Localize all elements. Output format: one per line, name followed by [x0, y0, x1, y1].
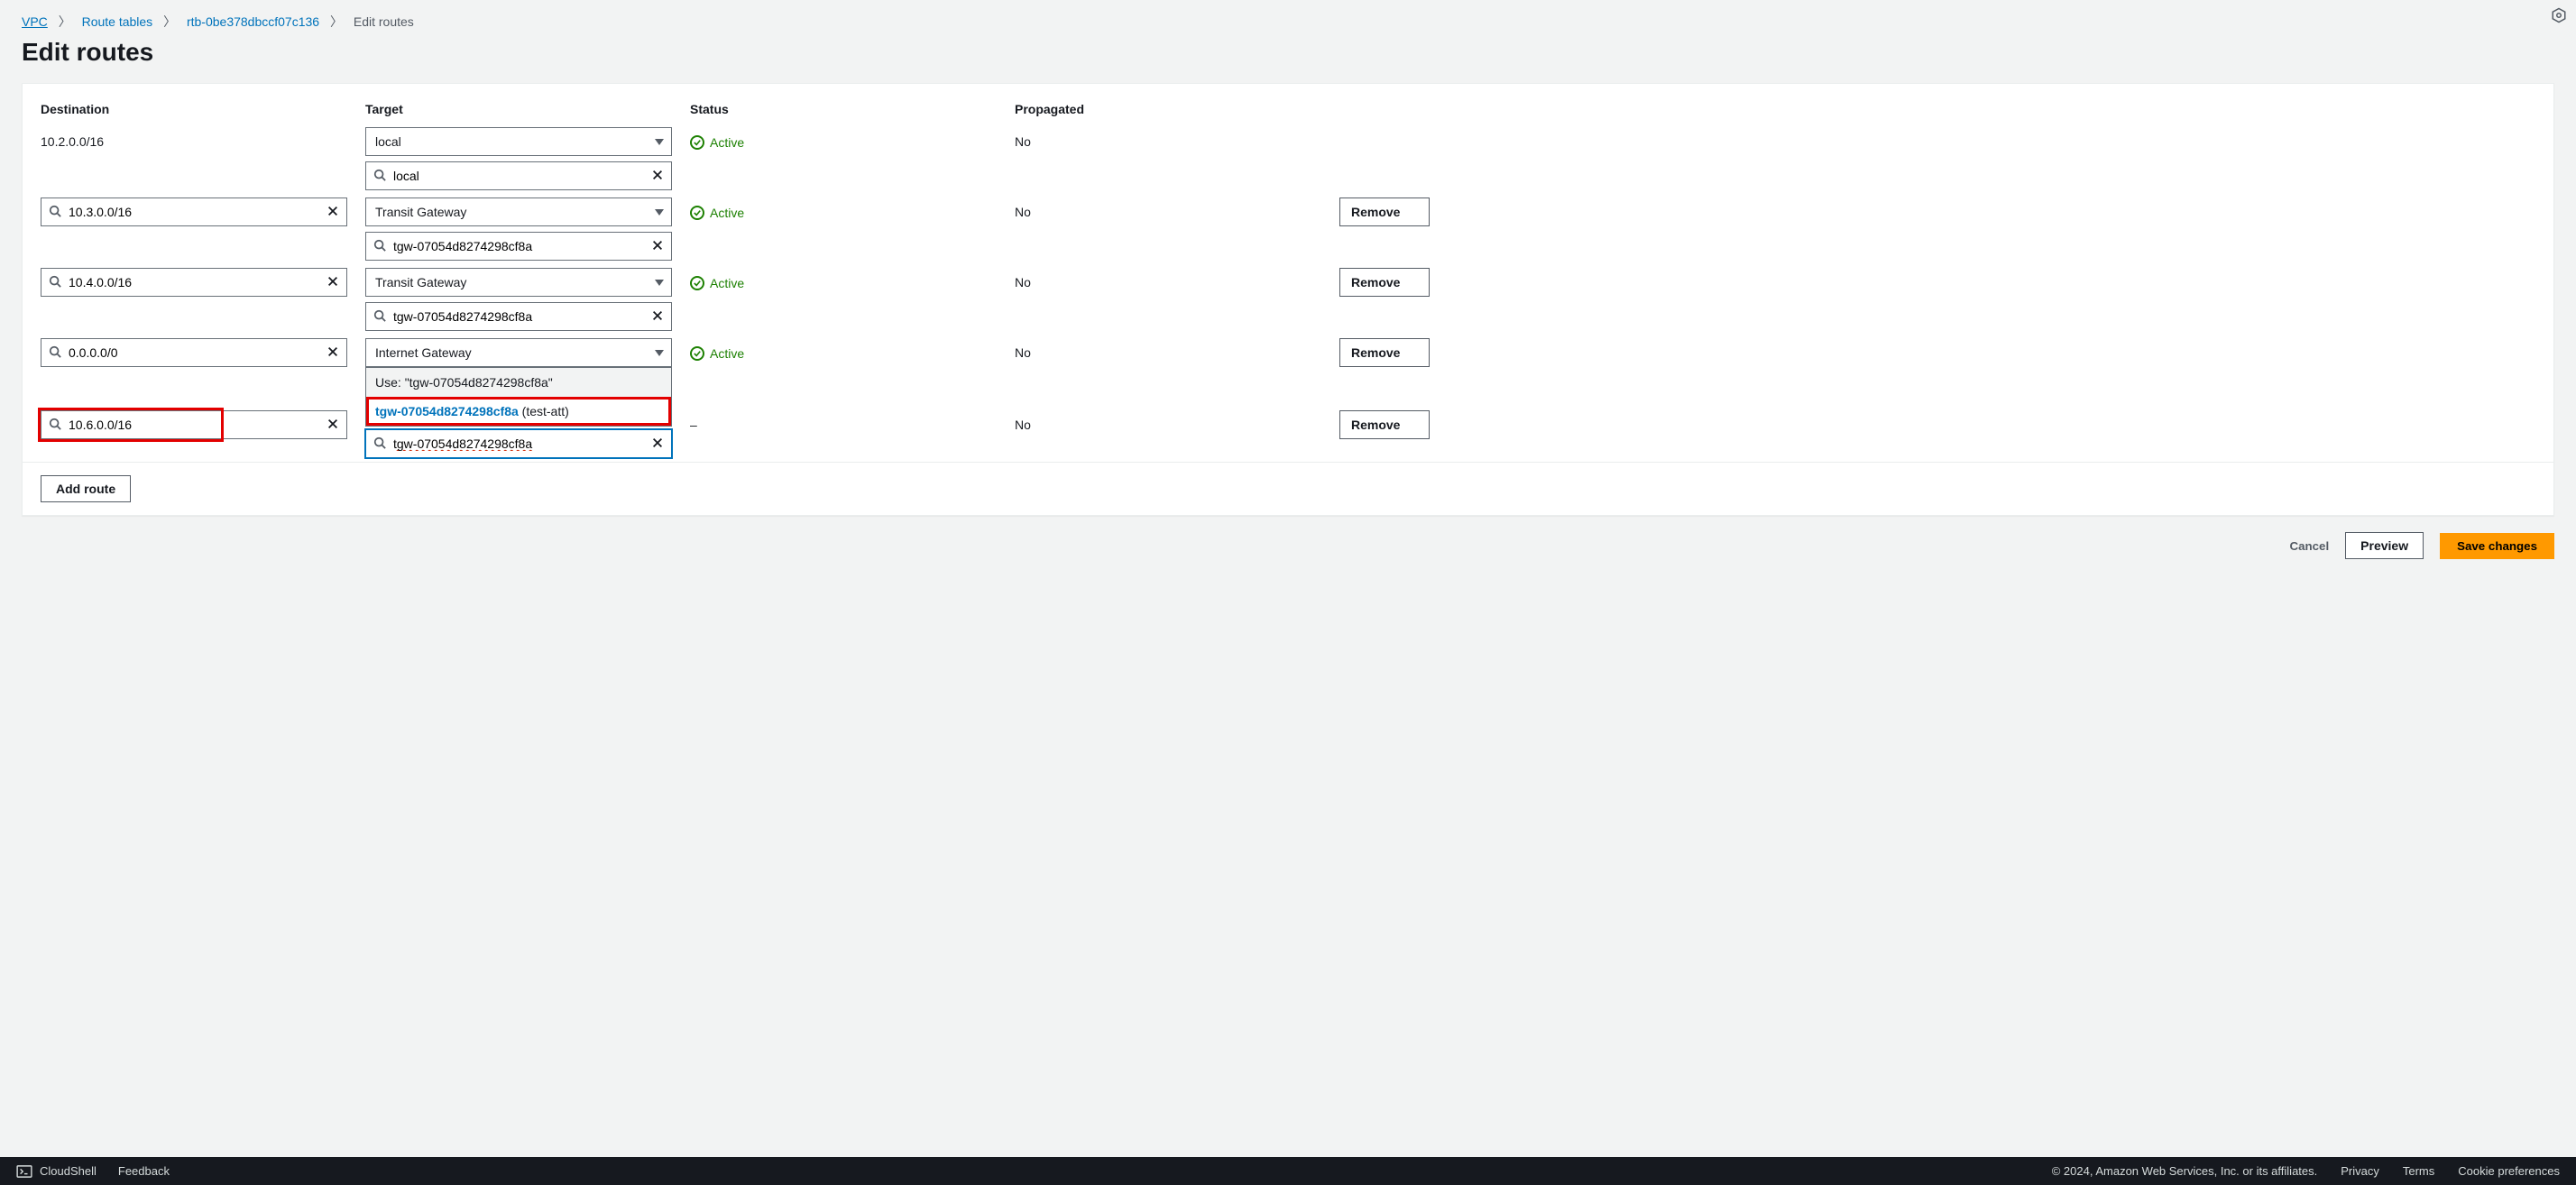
- propagated-value: No: [1015, 268, 1339, 289]
- chevron-down-icon: [655, 350, 664, 356]
- destination-value: 10.2.0.0/16: [41, 127, 365, 149]
- search-icon: [49, 345, 61, 361]
- destination-input[interactable]: [41, 268, 347, 297]
- preview-button[interactable]: Preview: [2345, 532, 2424, 559]
- destination-input[interactable]: [41, 198, 347, 226]
- destination-field[interactable]: [69, 205, 323, 219]
- cloudshell-button[interactable]: CloudShell: [16, 1164, 97, 1178]
- col-propagated: Propagated: [1015, 102, 1339, 116]
- target-select[interactable]: Transit Gateway: [365, 268, 672, 297]
- page-title: Edit routes: [0, 34, 2576, 83]
- target-select-value: Transit Gateway: [375, 275, 466, 289]
- remove-button[interactable]: Remove: [1339, 268, 1430, 297]
- table-row: Internet Gateway Use: "tgw-07054d8274298…: [23, 335, 2553, 371]
- table-row: Transit Gateway Active: [23, 194, 2553, 264]
- chevron-down-icon: [655, 280, 664, 286]
- target-search-input[interactable]: [393, 239, 648, 253]
- routes-panel: Destination Target Status Propagated 10.…: [22, 83, 2554, 516]
- breadcrumbs: VPC 〉 Route tables 〉 rtb-0be378dbccf07c1…: [0, 0, 2576, 34]
- col-status: Status: [690, 102, 1015, 116]
- status-badge: Active: [690, 206, 744, 220]
- target-dropdown: Use: "tgw-07054d8274298cf8a" tgw-07054d8…: [365, 367, 672, 427]
- status-empty: –: [690, 410, 1015, 432]
- target-search-input[interactable]: [393, 436, 648, 451]
- dropdown-option-selected[interactable]: tgw-07054d8274298cf8a (test-att): [366, 397, 671, 426]
- search-icon: [373, 239, 386, 254]
- status-badge: Active: [690, 276, 744, 290]
- breadcrumb-rtb-id[interactable]: rtb-0be378dbccf07c136: [187, 14, 319, 29]
- destination-field[interactable]: [69, 275, 323, 289]
- target-select-value: Internet Gateway: [375, 345, 472, 360]
- bottom-bar: CloudShell Feedback © 2024, Amazon Web S…: [0, 1157, 2576, 1185]
- table-row: 10.2.0.0/16 local: [23, 127, 2553, 194]
- actions-bar: Cancel Preview Save changes: [0, 532, 2576, 579]
- breadcrumb-route-tables[interactable]: Route tables: [82, 14, 153, 29]
- privacy-link[interactable]: Privacy: [2341, 1164, 2379, 1178]
- propagated-value: No: [1015, 198, 1339, 219]
- right-rail-icon[interactable]: [2551, 7, 2567, 26]
- feedback-link[interactable]: Feedback: [118, 1164, 170, 1178]
- chevron-down-icon: [655, 139, 664, 145]
- clear-icon[interactable]: [648, 167, 667, 186]
- breadcrumb-vpc[interactable]: VPC: [22, 14, 48, 29]
- col-target: Target: [365, 102, 690, 116]
- propagated-value: No: [1015, 127, 1339, 149]
- destination-input[interactable]: [41, 338, 347, 367]
- remove-button[interactable]: Remove: [1339, 410, 1430, 439]
- target-select[interactable]: Internet Gateway: [365, 338, 672, 367]
- dropdown-option-use[interactable]: Use: "tgw-07054d8274298cf8a": [366, 368, 671, 397]
- copyright-text: © 2024, Amazon Web Services, Inc. or its…: [2052, 1164, 2318, 1178]
- check-circle-icon: [690, 346, 704, 361]
- breadcrumb-current: Edit routes: [354, 14, 414, 29]
- chevron-right-icon: 〉: [163, 14, 176, 29]
- cookie-preferences-link[interactable]: Cookie preferences: [2458, 1164, 2560, 1178]
- target-search-input[interactable]: [393, 169, 648, 183]
- search-icon: [49, 205, 61, 220]
- remove-button[interactable]: Remove: [1339, 198, 1430, 226]
- destination-field[interactable]: [69, 345, 323, 360]
- check-circle-icon: [690, 206, 704, 220]
- destination-input[interactable]: [41, 410, 347, 439]
- target-search[interactable]: [365, 429, 672, 458]
- search-icon: [49, 418, 61, 433]
- target-search[interactable]: [365, 302, 672, 331]
- target-select[interactable]: local: [365, 127, 672, 156]
- search-icon: [373, 309, 386, 325]
- table-row: Transit Gateway Active: [23, 264, 2553, 335]
- propagated-value: No: [1015, 338, 1339, 360]
- target-search[interactable]: [365, 232, 672, 261]
- clear-icon[interactable]: [323, 416, 343, 435]
- target-select-value: Transit Gateway: [375, 205, 466, 219]
- chevron-right-icon: 〉: [59, 14, 71, 29]
- destination-field[interactable]: [69, 418, 323, 432]
- clear-icon[interactable]: [648, 435, 667, 454]
- clear-icon[interactable]: [323, 273, 343, 292]
- clear-icon[interactable]: [323, 203, 343, 222]
- check-circle-icon: [690, 135, 704, 150]
- status-badge: Active: [690, 346, 744, 361]
- target-select-value: local: [375, 134, 401, 149]
- clear-icon[interactable]: [648, 308, 667, 326]
- col-destination: Destination: [41, 102, 365, 116]
- chevron-right-icon: 〉: [330, 14, 343, 29]
- clear-icon[interactable]: [323, 344, 343, 363]
- target-select[interactable]: Transit Gateway: [365, 198, 672, 226]
- clear-icon[interactable]: [648, 237, 667, 256]
- status-badge: Active: [690, 135, 744, 150]
- add-route-button[interactable]: Add route: [41, 475, 131, 502]
- terms-link[interactable]: Terms: [2403, 1164, 2434, 1178]
- propagated-value: No: [1015, 410, 1339, 432]
- chevron-down-icon: [655, 209, 664, 216]
- search-icon: [373, 436, 386, 452]
- target-search[interactable]: [365, 161, 672, 190]
- check-circle-icon: [690, 276, 704, 290]
- remove-button[interactable]: Remove: [1339, 338, 1430, 367]
- save-changes-button[interactable]: Save changes: [2440, 533, 2554, 559]
- search-icon: [373, 169, 386, 184]
- search-icon: [49, 275, 61, 290]
- target-search-input[interactable]: [393, 309, 648, 324]
- cancel-button[interactable]: Cancel: [2289, 539, 2329, 553]
